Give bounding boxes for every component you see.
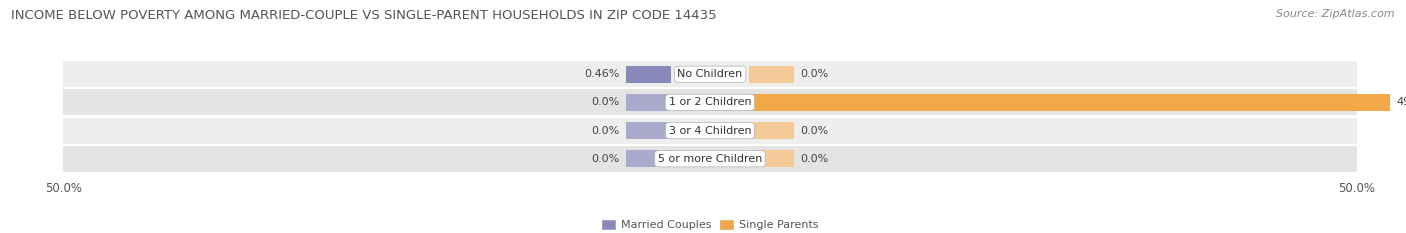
Text: Source: ZipAtlas.com: Source: ZipAtlas.com xyxy=(1277,9,1395,19)
Bar xyxy=(626,122,671,139)
Text: INCOME BELOW POVERTY AMONG MARRIED-COUPLE VS SINGLE-PARENT HOUSEHOLDS IN ZIP COD: INCOME BELOW POVERTY AMONG MARRIED-COUPL… xyxy=(11,9,717,22)
Text: 5 or more Children: 5 or more Children xyxy=(658,154,762,164)
Text: 0.0%: 0.0% xyxy=(800,126,828,136)
Text: 0.46%: 0.46% xyxy=(583,69,620,79)
Text: 0.0%: 0.0% xyxy=(800,154,828,164)
Bar xyxy=(749,122,794,139)
Text: 49.6%: 49.6% xyxy=(1398,97,1406,107)
Bar xyxy=(63,118,1357,144)
Text: 0.0%: 0.0% xyxy=(800,69,828,79)
Bar xyxy=(626,65,671,83)
Bar xyxy=(626,150,671,168)
Text: 0.0%: 0.0% xyxy=(592,154,620,164)
Text: 1 or 2 Children: 1 or 2 Children xyxy=(669,97,751,107)
Bar xyxy=(63,61,1357,87)
Bar xyxy=(749,150,794,168)
Bar xyxy=(626,94,671,111)
Legend: Married Couples, Single Parents: Married Couples, Single Parents xyxy=(598,215,823,233)
Text: 0.0%: 0.0% xyxy=(592,126,620,136)
Bar xyxy=(749,65,794,83)
Bar xyxy=(63,89,1357,115)
Text: No Children: No Children xyxy=(678,69,742,79)
Bar xyxy=(749,94,1391,111)
Bar xyxy=(63,146,1357,172)
Text: 0.0%: 0.0% xyxy=(592,97,620,107)
Text: 3 or 4 Children: 3 or 4 Children xyxy=(669,126,751,136)
Bar xyxy=(749,94,1391,111)
